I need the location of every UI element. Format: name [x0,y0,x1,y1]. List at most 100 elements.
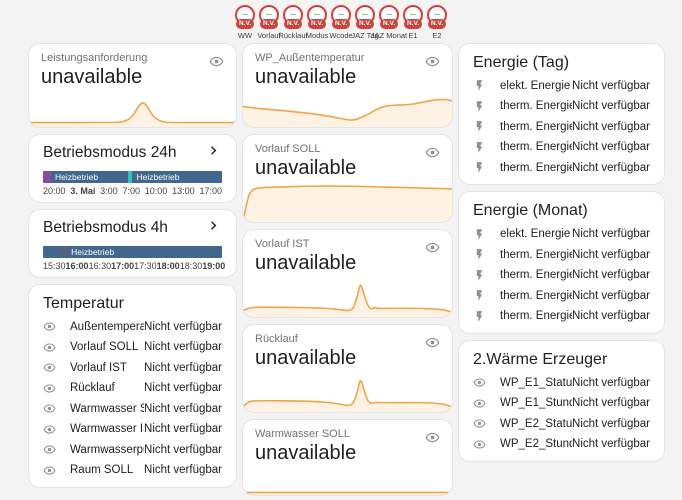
card-betriebsmodus-4h[interactable]: Betriebsmodus 4h Heizbetrieb 15:30 16:00 16:… [28,208,237,278]
entity-row[interactable]: therm. Energie WW MonatNicht verfügbar [473,286,650,307]
entity-value: Nicht verfügbar [144,423,222,436]
flash-icon [473,120,486,133]
card-leistungsanforderung[interactable]: Leistungsanforderung unavailable [28,42,237,128]
badge-jaz-tag[interactable]: – N.V. JAZ Tag [351,5,379,40]
tick-label: 17:00 [111,260,135,271]
eye-icon [43,361,56,374]
eye-icon [43,423,56,436]
badge-entity-label: JAZ Tag [351,30,379,40]
entity-row[interactable]: therm. Energie gesamt MonatNicht verfügb… [473,245,650,266]
card-wp-au-entemperatur[interactable]: WP_Außentemperatur unavailable [242,42,453,128]
entity-value: Nicht verfügbar [144,443,222,456]
entity-name: Vorlauf IST [70,361,127,374]
entity-name: WP_E2_Stunden [500,438,572,451]
flash-icon [473,100,486,113]
sensor-card-header: Vorlauf IST unavailable [243,230,452,275]
card-r-cklauf[interactable]: Rücklauf unavailable [242,323,453,413]
sensor-state: unavailable [255,346,357,369]
entity-row[interactable]: WP_E2_StundenNicht verfügbar [473,434,650,455]
timeline-ticks: 15:30 16:00 16:30 17:00 17:30 18:00 18:30 19:00 [43,260,225,271]
card-betriebsmodus-24h[interactable]: Betriebsmodus 24h Heizbetrieb Heizbetrieb 2… [28,133,237,203]
card-warmwasser-soll[interactable]: Warmwasser SOLL unavailable [242,418,453,496]
entity-name: therm. Energie Heizen Monat [500,269,573,282]
tick-label: 10:00 [144,185,168,196]
entity-value: Nicht verfügbar [572,376,650,389]
sensor-text-block: Vorlauf SOLL unavailable [255,143,356,180]
timeline-segment[interactable]: Heizbetrieb [67,245,222,258]
chevron-right-icon[interactable] [205,217,222,239]
tick-label: 3. Mai [70,185,96,196]
badge-vorlauf[interactable]: – N.V. Vorlauf [257,5,281,40]
card-title: Betriebsmodus 24h [43,143,177,161]
badge-r-cklauf[interactable]: – N.V. Rücklauf [278,5,308,40]
sensor-text-block: Warmwasser SOLL unavailable [255,428,356,465]
tick-label: 17:30 [134,260,157,271]
chevron-right-icon[interactable] [205,142,222,164]
entity-row[interactable]: WP_E1_Status Nicht verfügbar [473,373,650,394]
badge-status: N.V. [403,19,423,29]
badge-ww[interactable]: – N.V. WW [233,5,257,40]
badge-wcode[interactable]: – N.V. Wcode [329,5,353,40]
entity-name: elekt. Energie Tag [500,79,572,92]
badge-modus[interactable]: – N.V. Modus [305,5,329,40]
entity-row[interactable]: Vorlauf SOLL Nicht verfügbar [43,337,222,358]
tick-label: 7:00 [122,185,140,196]
eye-icon [473,397,486,410]
entity-row[interactable]: Warmwasserpush (min)Nicht verfügbar [43,440,222,461]
badge-e2[interactable]: – N.V. E2 [425,5,449,40]
badge-e1[interactable]: – N.V. E1 [401,5,425,40]
card-temperatur[interactable]: TemperaturAußentemperaturNicht verfügbar… [28,283,237,488]
entity-row[interactable]: WP_E1_StundenNicht verfügbar [473,393,650,414]
entity-value: Nicht verfügbar [572,248,650,261]
timeline-segment[interactable]: Heizbetrieb [132,170,222,183]
entity-row[interactable]: therm. Energie Heizen TagNicht verfügbar [473,117,650,138]
sensor-card-header: Vorlauf SOLL unavailable [243,135,452,180]
entity-name: WP_E1_Stunden [500,397,572,410]
card-title: Energie (Monat) [473,202,588,219]
sensor-card-header: WP_Außentemperatur unavailable [243,44,452,89]
entity-name: WP_E2_Status [500,417,573,430]
entity-row[interactable]: therm. Energie WW TagNicht verfügbar [473,137,650,158]
badge-status: N.V. [379,19,399,29]
entity-name: therm. Energie Heizen Tag [500,120,573,133]
mode-card-header: Betriebsmodus 4h [43,218,222,238]
entity-row[interactable]: WP_E2_Status Nicht verfügbar [473,414,650,435]
card-vorlauf-soll[interactable]: Vorlauf SOLL unavailable [242,133,453,223]
entity-name: Warmwasserpush (min) [70,443,144,456]
tick-label: 18:30 [179,260,203,271]
eye-icon [209,52,224,74]
entity-row[interactable]: Vorlauf IST Nicht verfügbar [43,358,222,379]
tick-label: 17:00 [199,185,222,196]
timeline-segment[interactable] [43,170,52,183]
card-vorlauf-ist[interactable]: Vorlauf IST unavailable [242,228,453,318]
eye-icon [473,438,486,451]
card-energie-tag[interactable]: Energie (Tag)elekt. Energie TagNicht ver… [458,42,665,185]
timeline-segment[interactable]: Heizbetrieb [51,170,129,183]
tick-label: 18:00 [156,260,180,271]
timeline-segment[interactable] [128,170,133,183]
entity-row[interactable]: therm. Energie gesamt TagNicht verfügbar [473,96,650,117]
entity-row[interactable]: elekt. Energie MonatNicht verfügbar [473,224,650,245]
entity-row[interactable]: Rücklauf Nicht verfügbar [43,378,222,399]
tick-label: 15:30 [43,260,66,271]
entity-row[interactable]: AußentemperaturNicht verfügbar [43,317,222,338]
entity-row[interactable]: therm. Energie Heizen MonatNicht verfügb… [473,265,650,286]
badge-entity-label: JAZ Monat [370,30,408,40]
entity-row[interactable]: therm. Energie Kühlen TagNicht verfügbar [473,158,650,179]
badge-jaz-monat[interactable]: – N.V. JAZ Monat [371,5,407,40]
entity-row[interactable]: Raum SOLL Nicht verfügbar [43,460,222,481]
card-energie-monat[interactable]: Energie (Monat) elekt. Energie MonatNicht… [458,191,665,334]
entity-row[interactable]: elekt. Energie TagNicht verfügbar [473,76,650,97]
badge-status: N.V. [235,19,255,29]
card-2-w-rme-erzeuger[interactable]: 2.Wärme Erzeuger WP_E1_Status Nicht verfüg… [458,339,665,462]
timeline-segment[interactable] [43,245,62,258]
entity-row[interactable]: therm. Energie Kühlen MonatNicht verfügb… [473,306,650,327]
eye-icon [43,382,56,395]
badge-status: N.V. [283,19,303,29]
entity-value: Nicht verfügbar [144,361,222,374]
eye-icon [43,320,56,333]
timeline-segment[interactable] [61,245,68,258]
left-column: Leistungsanforderung unavailable Betriebsm… [28,42,237,488]
